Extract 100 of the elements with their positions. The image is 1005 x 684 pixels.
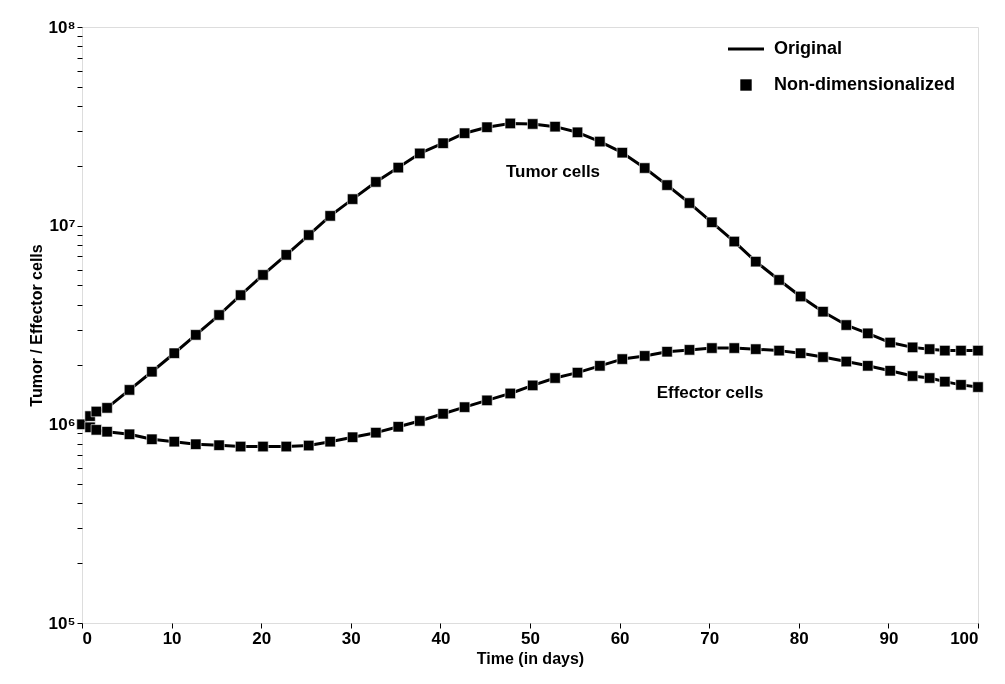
point xyxy=(594,360,606,372)
y-tick-label: 10⁸ xyxy=(48,17,76,37)
point xyxy=(280,441,292,453)
point xyxy=(123,428,136,440)
point xyxy=(90,424,102,436)
point xyxy=(257,441,269,453)
point xyxy=(459,401,471,413)
point xyxy=(639,350,651,362)
point xyxy=(235,289,247,301)
x-axis-title: Time (in days) xyxy=(476,649,585,667)
point xyxy=(146,366,158,378)
point xyxy=(101,402,113,414)
point xyxy=(280,249,292,261)
legend-label: Non-dimensionalized xyxy=(774,74,956,94)
point xyxy=(527,379,539,391)
point xyxy=(840,319,852,331)
point xyxy=(370,427,382,439)
annotation: Effector cells xyxy=(656,383,764,402)
x-tick-label: 50 xyxy=(521,628,540,648)
point xyxy=(924,372,936,384)
point xyxy=(773,345,785,357)
point xyxy=(907,370,919,382)
point xyxy=(504,117,516,129)
point xyxy=(392,421,404,433)
point xyxy=(481,121,493,133)
point xyxy=(324,210,336,222)
point xyxy=(795,347,807,359)
point xyxy=(939,376,951,388)
point xyxy=(840,356,852,368)
point xyxy=(257,269,269,281)
y-tick-label: 10⁵ xyxy=(48,613,76,633)
point xyxy=(168,347,180,359)
x-tick-label: 60 xyxy=(610,628,630,648)
point xyxy=(955,379,967,391)
legend-label: Original xyxy=(774,38,843,58)
annotation: Tumor cells xyxy=(505,162,601,181)
point xyxy=(123,384,136,396)
point xyxy=(168,436,180,448)
x-tick-label: 10 xyxy=(162,628,182,648)
point xyxy=(347,431,359,443)
point xyxy=(884,337,896,349)
point xyxy=(101,426,113,438)
point xyxy=(571,367,584,379)
point xyxy=(773,274,785,286)
point xyxy=(795,290,807,303)
point xyxy=(817,306,829,318)
point xyxy=(437,137,449,149)
point xyxy=(728,342,740,354)
point xyxy=(414,415,426,427)
point xyxy=(939,345,951,357)
point xyxy=(414,147,426,159)
point xyxy=(594,136,606,148)
point xyxy=(972,381,984,393)
point xyxy=(862,327,874,339)
point xyxy=(90,405,102,418)
x-tick-label: 20 xyxy=(252,628,272,648)
point xyxy=(235,441,247,453)
point xyxy=(146,433,158,445)
point xyxy=(437,408,449,420)
point xyxy=(907,341,919,353)
point xyxy=(817,351,829,363)
point xyxy=(750,256,762,268)
point xyxy=(303,229,315,241)
point xyxy=(862,360,874,372)
point xyxy=(750,343,762,355)
point xyxy=(549,121,561,133)
point xyxy=(616,353,628,365)
point xyxy=(639,162,651,174)
point xyxy=(190,329,202,341)
point xyxy=(481,394,493,406)
y-tick-label: 10⁷ xyxy=(49,216,76,236)
point xyxy=(955,345,967,357)
point xyxy=(706,216,718,228)
point xyxy=(549,372,561,384)
point xyxy=(213,309,225,321)
x-tick-label: 0 xyxy=(82,628,92,648)
x-tick-label: 90 xyxy=(879,628,899,648)
point xyxy=(190,438,202,450)
x-tick-label: 100 xyxy=(950,628,979,648)
y-tick-label: 10⁶ xyxy=(48,414,76,434)
x-tick-label: 30 xyxy=(341,628,361,648)
point xyxy=(683,197,696,209)
point xyxy=(571,126,584,138)
point xyxy=(972,345,984,357)
point xyxy=(392,162,404,174)
point xyxy=(924,343,936,355)
point xyxy=(683,344,696,356)
point xyxy=(504,387,516,400)
point xyxy=(347,193,359,205)
point xyxy=(728,235,740,248)
point xyxy=(661,346,673,358)
point xyxy=(616,147,628,159)
point xyxy=(303,440,315,452)
x-tick-label: 80 xyxy=(789,628,809,648)
x-tick-label: 70 xyxy=(700,628,720,648)
point xyxy=(324,436,336,448)
x-tick-label: 40 xyxy=(431,628,451,648)
point xyxy=(370,176,382,188)
point xyxy=(884,365,896,377)
y-axis-title: Tumor / Effector cells xyxy=(27,244,45,407)
